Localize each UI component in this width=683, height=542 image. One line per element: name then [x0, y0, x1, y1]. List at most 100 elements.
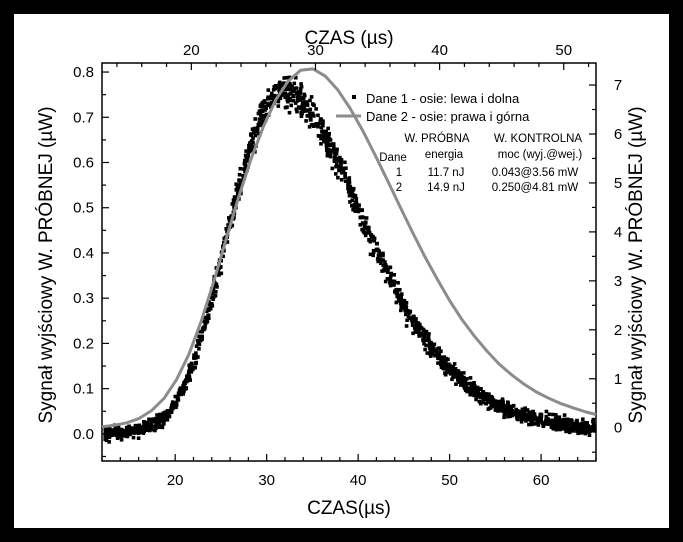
- data-point: [192, 353, 196, 357]
- data-point: [587, 429, 591, 433]
- data-point: [445, 367, 450, 371]
- data-point: [234, 195, 239, 200]
- data-point: [341, 168, 345, 172]
- tick-label: 7: [614, 77, 622, 94]
- data-point: [477, 399, 482, 404]
- data-point: [153, 428, 157, 433]
- data-point: [133, 423, 138, 428]
- data-point: [506, 410, 510, 414]
- data-point: [189, 361, 194, 366]
- data-point: [104, 438, 109, 443]
- data-point: [557, 426, 562, 430]
- data-point: [474, 388, 479, 392]
- data-point: [504, 408, 509, 412]
- data-point: [187, 374, 192, 379]
- data-point: [326, 137, 330, 142]
- data-point: [344, 166, 348, 170]
- data-point: [474, 390, 478, 395]
- data-point: [115, 432, 120, 437]
- data-point: [326, 151, 331, 155]
- data-point: [493, 400, 498, 405]
- data-point: [185, 378, 190, 383]
- data-point: [336, 175, 340, 180]
- data-point: [557, 415, 562, 419]
- data-point: [334, 164, 338, 169]
- data-point: [502, 412, 507, 416]
- data-point: [529, 422, 534, 427]
- data-point: [197, 347, 201, 351]
- data-point: [107, 435, 112, 440]
- data-point: [357, 203, 361, 207]
- data-point: [203, 326, 207, 331]
- data-point: [244, 156, 249, 160]
- data-point: [400, 298, 405, 303]
- data-point: [394, 300, 399, 305]
- data-point: [508, 404, 512, 409]
- data-point: [131, 431, 135, 435]
- tick-label: 20: [167, 472, 184, 489]
- data-point: [469, 381, 474, 386]
- data-point: [162, 422, 166, 426]
- data-point: [397, 299, 401, 303]
- data-point: [260, 123, 264, 127]
- data-point: [338, 155, 342, 160]
- data-point: [286, 95, 290, 100]
- data-point: [291, 94, 295, 98]
- data-point: [347, 193, 352, 198]
- data-point: [547, 418, 551, 422]
- data-point: [311, 111, 315, 116]
- data-point: [351, 194, 356, 199]
- data-point: [529, 420, 534, 425]
- legend-label-dane-1: Dane 1 - osie: lewa i dolna: [366, 91, 520, 106]
- data-point: [340, 171, 344, 175]
- data-point: [429, 354, 433, 358]
- data-point: [158, 412, 162, 417]
- data-point: [149, 420, 154, 425]
- data-point: [257, 131, 261, 136]
- data-point: [187, 363, 191, 368]
- data-point: [324, 143, 329, 148]
- data-point: [377, 249, 381, 254]
- data-point: [266, 95, 270, 99]
- data-point: [564, 417, 568, 422]
- data-point: [508, 407, 513, 411]
- data-point: [327, 143, 332, 148]
- data-point: [238, 166, 243, 171]
- data-point: [136, 436, 141, 440]
- data-point: [381, 251, 385, 256]
- data-point: [161, 411, 166, 415]
- data-point: [469, 383, 474, 388]
- data-point: [237, 178, 241, 182]
- data-point: [392, 279, 397, 284]
- data-point: [396, 281, 400, 285]
- data-point: [264, 112, 269, 117]
- data-point: [103, 427, 108, 432]
- data-point: [394, 287, 399, 292]
- data-point: [372, 239, 376, 243]
- data-point: [401, 305, 405, 310]
- data-point: [357, 207, 361, 211]
- data-point: [532, 422, 537, 426]
- data-point: [356, 209, 361, 214]
- data-point: [477, 392, 482, 396]
- data-point: [591, 421, 596, 426]
- data-point: [352, 205, 356, 210]
- data-point: [204, 309, 209, 313]
- data-point: [538, 412, 543, 417]
- data-point: [244, 149, 248, 153]
- data-point: [502, 415, 506, 420]
- figure-panel: 20 30 40 50 60 20 30 40 50 0.0 0.1 0.2 0.3 0.4 0.5 0.6 0…: [14, 14, 669, 528]
- data-point: [591, 427, 595, 432]
- data-point: [329, 148, 333, 153]
- x-axis-title-top: CZAS (µs): [304, 28, 393, 49]
- data-point: [384, 264, 389, 269]
- data-point: [506, 400, 510, 404]
- data-point: [260, 120, 265, 125]
- data-point: [183, 386, 187, 391]
- data-point: [386, 270, 390, 274]
- data-point: [339, 158, 344, 162]
- data-point: [392, 273, 396, 277]
- data-point: [215, 285, 219, 289]
- data-point: [568, 421, 572, 425]
- data-point: [360, 221, 365, 225]
